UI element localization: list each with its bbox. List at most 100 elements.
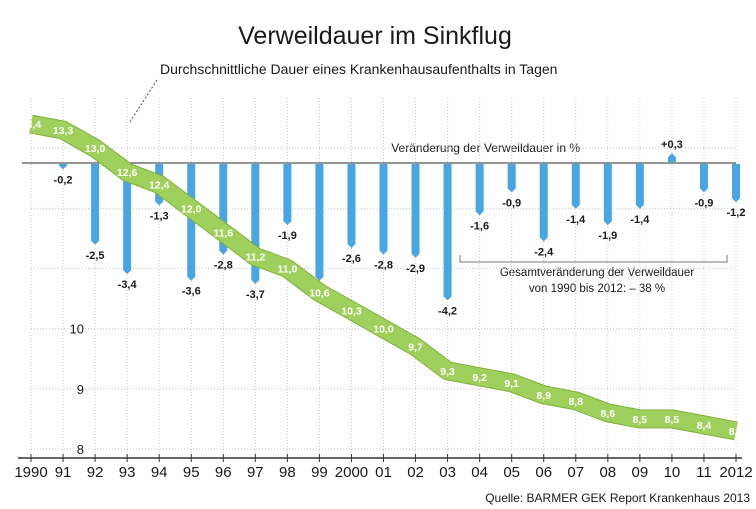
bar-02	[411, 164, 420, 258]
bar-label-2000: -2,6	[342, 253, 361, 265]
line-label-04: 9,2	[472, 372, 487, 384]
bar-01	[379, 164, 388, 255]
line-label-09: 8,5	[633, 414, 648, 426]
bar-05	[507, 164, 516, 193]
bar-91	[59, 164, 68, 170]
x-tick-label-02: 02	[407, 464, 424, 481]
x-tick-label-97: 97	[247, 464, 264, 481]
y-tick-label: 8	[77, 442, 84, 457]
line-label-91: 13,3	[53, 125, 74, 137]
bar-label-92: -2,5	[86, 250, 105, 262]
x-tick-label-05: 05	[503, 464, 520, 481]
line-label-02: 9,7	[408, 342, 423, 354]
line-label-1990: 13,4	[21, 119, 42, 131]
bar-93	[123, 164, 132, 275]
x-tick-label-09: 09	[632, 464, 649, 481]
bar-label-93: -3,4	[118, 279, 138, 291]
bar-98	[283, 164, 292, 226]
chart-subtitle: Durchschnittliche Dauer eines Krankenhau…	[160, 61, 557, 77]
bar-label-11: -0,9	[694, 197, 713, 209]
chart-title: Verweildauer im Sinkflug	[238, 22, 512, 50]
bar-label-91: -0,2	[54, 175, 73, 187]
source-note: Quelle: BARMER GEK Report Krankenhaus 20…	[485, 491, 750, 505]
bar-06	[539, 164, 548, 242]
line-label-93: 12,6	[117, 167, 138, 179]
bar-2000	[347, 164, 356, 249]
x-tick-label-95: 95	[183, 464, 200, 481]
bar-label-94: -1,3	[150, 211, 169, 223]
x-tick-label-91: 91	[55, 464, 72, 481]
line-label-03: 9,3	[440, 366, 455, 378]
bar-chart-title: Veränderung der Verweildauer in %	[391, 141, 580, 155]
bar-label-08: -1,9	[598, 230, 617, 242]
line-label-08: 8,6	[601, 408, 616, 420]
bar-label-03: -4,2	[438, 305, 457, 317]
bar-label-01: -2,8	[374, 260, 393, 272]
line-label-07: 8,8	[568, 396, 583, 408]
x-tick-label-08: 08	[599, 464, 616, 481]
bar-99	[315, 164, 324, 281]
bar-label-02: -2,9	[406, 263, 425, 275]
y-tick-label: 9	[77, 382, 84, 397]
bar-07	[571, 164, 580, 209]
x-tick-label-96: 96	[215, 464, 232, 481]
bar-label-04: -1,6	[470, 220, 489, 232]
bar-04	[475, 164, 484, 216]
bar-label-09: -1,4	[630, 214, 650, 226]
x-tick-label-93: 93	[119, 464, 136, 481]
line-label-2012: 8,3	[729, 426, 744, 438]
x-tick-label-01: 01	[375, 464, 392, 481]
bar-label-06: -2,4	[534, 246, 554, 258]
line-series: 13,4 13,3 13,0 12,6 12,4 12,0 11,6 11,2 11,0 10,6…	[21, 114, 744, 441]
x-tick-label-10: 10	[664, 464, 681, 481]
bar-92	[91, 164, 100, 245]
bar-label-07: -1,4	[566, 214, 586, 226]
line-label-99: 10,6	[309, 288, 330, 300]
x-tick-label-92: 92	[87, 464, 104, 481]
x-tick-label-07: 07	[567, 464, 584, 481]
bar-label-98: -1,9	[278, 230, 297, 242]
summary-text-line2: von 1990 bis 2012: – 38 %	[529, 283, 665, 295]
line-label-97: 11,2	[245, 251, 265, 263]
bar-label-05: -0,9	[502, 197, 521, 209]
line-label-92: 13,0	[85, 143, 106, 155]
bar-10	[667, 153, 676, 162]
summary-bracket	[459, 255, 728, 263]
x-tick-label-06: 06	[535, 464, 552, 481]
line-label-2000: 10,3	[341, 306, 362, 318]
line-label-95: 12,0	[181, 203, 202, 215]
x-tick-label-98: 98	[279, 464, 296, 481]
bar-03	[443, 164, 452, 301]
bar-label-95: -3,6	[182, 286, 201, 298]
summary-text-line1: Gesamtveränderung der Verweildauer	[500, 267, 695, 279]
line-label-96: 11,6	[213, 227, 233, 239]
line-label-10: 8,5	[665, 414, 680, 426]
line-label-94: 12,4	[149, 179, 170, 191]
bar-09	[635, 164, 644, 209]
bar-label-96: -2,8	[214, 260, 233, 272]
line-label-01: 10,0	[373, 324, 394, 336]
line-ribbon	[29, 115, 738, 440]
bar-2012	[732, 164, 740, 203]
x-tick-label-1990: 1990	[14, 464, 47, 481]
subtitle-leader-line	[129, 79, 158, 123]
bar-label-2012: -1,2	[727, 207, 746, 219]
line-label-11: 8,4	[697, 420, 712, 432]
x-tick-label-99: 99	[311, 464, 328, 481]
bar-label-97: -3,7	[246, 289, 265, 301]
x-tick-label-03: 03	[439, 464, 456, 481]
line-label-98: 11,0	[277, 263, 297, 275]
bar-label-10: +0,3	[661, 139, 683, 151]
x-axis: 1990 91 92 93 94 95 96 97 98 99 2000 01 02 03 04 05 06 07…	[14, 454, 753, 481]
bar-11	[699, 164, 708, 193]
bar-08	[603, 164, 612, 226]
x-tick-label-2000: 2000	[335, 464, 368, 481]
x-tick-label-04: 04	[471, 464, 488, 481]
x-tick-label-94: 94	[151, 464, 168, 481]
line-label-05: 9,1	[504, 378, 519, 390]
bar-95	[187, 164, 196, 281]
x-tick-label-2012: 2012	[719, 464, 752, 481]
line-label-06: 8,9	[536, 390, 551, 402]
x-tick-label-11: 11	[696, 464, 712, 481]
